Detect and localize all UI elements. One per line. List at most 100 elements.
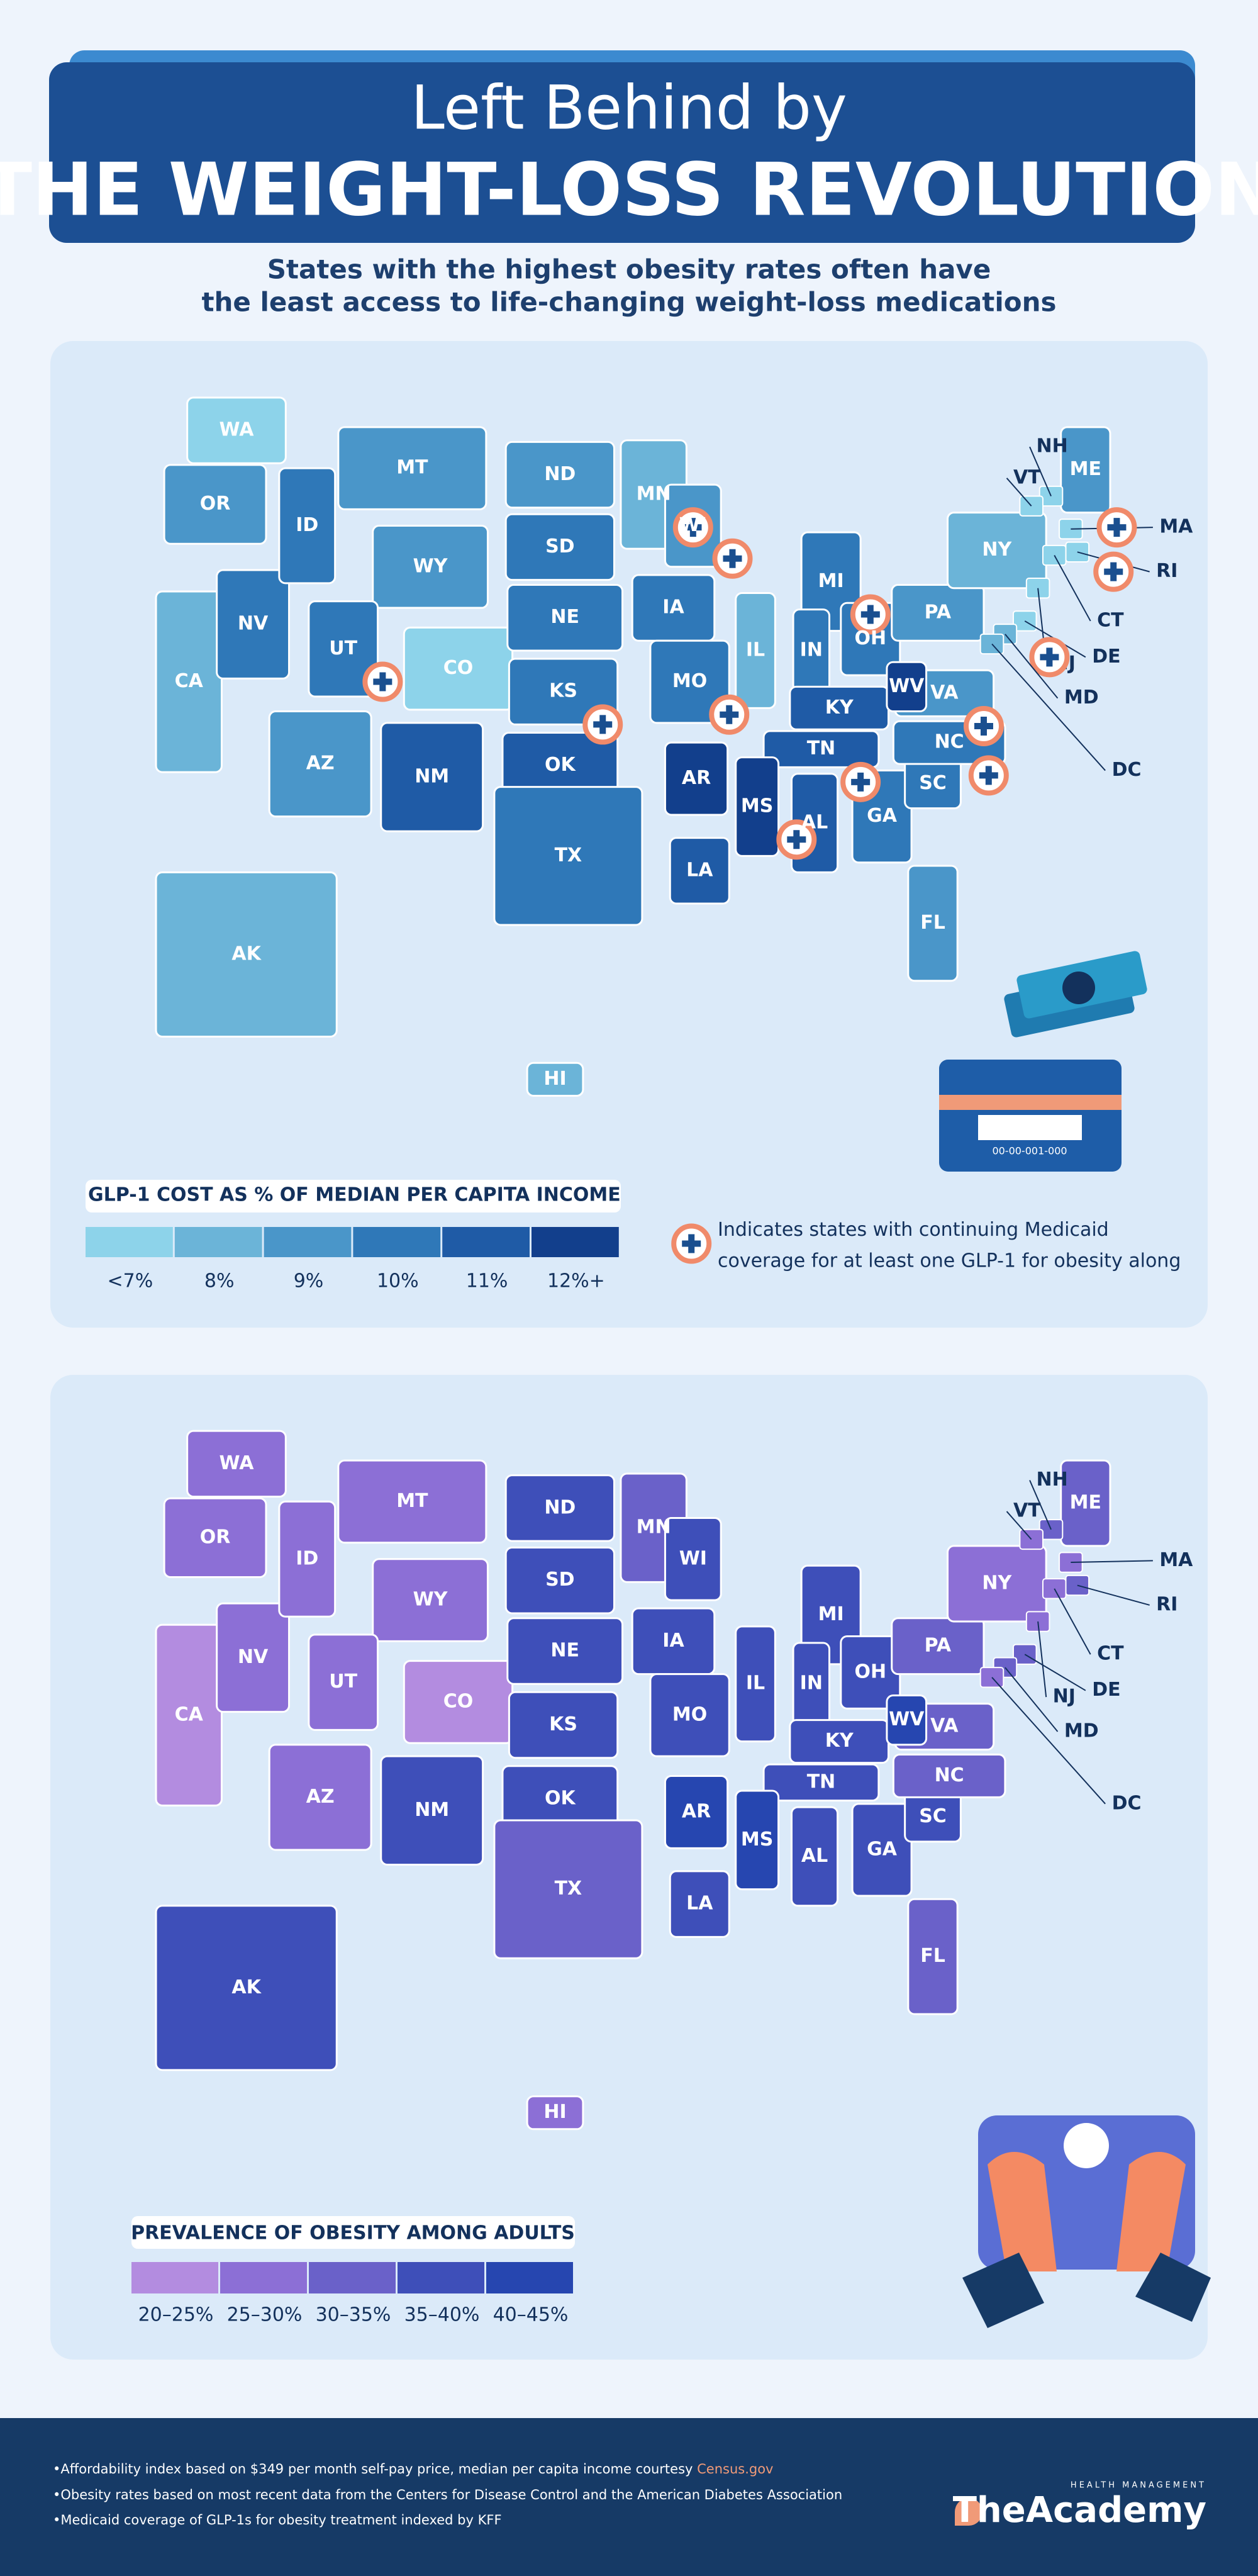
medicaid-marker xyxy=(712,538,753,579)
marker-cross xyxy=(683,518,703,537)
marker-cross xyxy=(974,717,993,736)
footnote-text: •Affordability index based on $349 per m… xyxy=(53,2461,697,2477)
state-label: RI xyxy=(1156,560,1177,582)
state xyxy=(735,1789,780,1891)
state xyxy=(762,730,880,768)
state-label: MO xyxy=(672,1703,707,1725)
leader-line xyxy=(1037,1621,1047,1698)
state xyxy=(1019,495,1044,517)
state-label: MN xyxy=(637,483,671,505)
title-line2: THE WEIGHT-LOSS REVOLUTION xyxy=(0,148,1258,233)
legend-swatch xyxy=(442,1227,530,1257)
state-label: AK xyxy=(231,1976,262,1998)
state xyxy=(735,1625,776,1743)
state-label: VT xyxy=(1013,466,1041,488)
marker-cross xyxy=(720,705,739,724)
legend-swatch xyxy=(353,1227,441,1257)
state-label: TN xyxy=(807,737,836,759)
leader-line xyxy=(1005,1667,1059,1732)
state-label: DE xyxy=(1092,646,1120,668)
state-label: WA xyxy=(219,419,254,441)
state-label: MS xyxy=(741,795,773,817)
state xyxy=(504,440,616,509)
state xyxy=(664,741,729,816)
state-label: TN xyxy=(807,1771,836,1793)
state xyxy=(735,592,776,709)
marker-cross xyxy=(373,672,392,692)
state-label: NC xyxy=(935,731,964,753)
maps: WA OR CA NV ID MT WY UT CO AZ NM ND SD NE KS OK TX MN IA MO… xyxy=(86,396,1193,2326)
state-label: UT xyxy=(329,1671,357,1693)
state xyxy=(979,1667,1005,1688)
state-label: IA xyxy=(662,596,684,619)
state-label: SD xyxy=(545,1569,575,1591)
state-label: ND xyxy=(544,1496,576,1518)
state xyxy=(669,837,730,905)
state xyxy=(762,1763,880,1802)
legend-note: Indicates states with continuing Medicai… xyxy=(718,1219,1109,1241)
state-label: LA xyxy=(686,859,713,881)
legend-label: 35–40% xyxy=(404,2304,480,2326)
scale-illustration xyxy=(962,2115,1211,2328)
leader-line xyxy=(991,643,1106,771)
state xyxy=(155,871,338,1038)
legend-label: 10% xyxy=(377,1270,419,1292)
leader-line xyxy=(1006,1511,1032,1540)
leader-line xyxy=(1005,634,1059,699)
legend-note: coverage for at least one GLP-1 for obes… xyxy=(718,1250,1181,1272)
legend-label: 20–25% xyxy=(138,2304,214,2326)
state xyxy=(216,569,291,680)
state-label: CT xyxy=(1097,609,1124,631)
state-label: WY xyxy=(413,1589,448,1611)
card-number: 00-00-001-000 xyxy=(992,1145,1067,1157)
state xyxy=(907,1898,959,2015)
state xyxy=(504,1474,616,1542)
footnote: •Affordability index based on $349 per m… xyxy=(53,2461,773,2477)
state-label: WA xyxy=(219,1452,254,1474)
state-label: FL xyxy=(920,912,945,934)
legend-label: 12%+ xyxy=(547,1270,605,1292)
footnote: •Obesity rates based on most recent data… xyxy=(53,2487,842,2502)
state xyxy=(278,467,337,585)
legend-label: 40–45% xyxy=(493,2304,569,2326)
state-label: PA xyxy=(925,601,952,623)
medicaid-marker xyxy=(582,704,623,745)
marker-cross xyxy=(1104,562,1123,581)
state xyxy=(493,1819,643,1959)
state-label: VT xyxy=(1013,1500,1041,1522)
state xyxy=(508,1691,619,1759)
state xyxy=(1060,426,1111,514)
state-label: OR xyxy=(200,1526,231,1548)
state-label: MD xyxy=(1064,1720,1099,1742)
leader-line xyxy=(1029,1480,1052,1530)
state-label: NM xyxy=(415,765,449,787)
medicaid-marker xyxy=(672,507,713,548)
coin xyxy=(1062,972,1095,1004)
state-label: AZ xyxy=(306,1786,335,1808)
state-label: WV xyxy=(889,1708,925,1730)
marker-cross xyxy=(1040,647,1059,667)
footnote-link[interactable]: Census.gov xyxy=(697,2461,773,2477)
medicaid-marker xyxy=(850,594,891,635)
state-label: NE xyxy=(550,1640,579,1662)
state-label: ND xyxy=(544,463,576,485)
medicaid-marker xyxy=(671,1223,712,1264)
state-label: MD xyxy=(1064,686,1099,708)
state-label: CO xyxy=(443,1690,474,1712)
state-label: WI xyxy=(679,1547,707,1569)
legend-swatch xyxy=(264,1227,352,1257)
brand-small: HEALTH MANAGEMENT xyxy=(1071,2481,1206,2490)
state xyxy=(372,525,489,609)
state xyxy=(504,1547,616,1615)
marker-cross xyxy=(682,1234,701,1253)
state-label: AR xyxy=(682,1800,711,1822)
state xyxy=(1012,610,1037,632)
marker-cross xyxy=(593,715,613,734)
state-label: NY xyxy=(982,1572,1012,1594)
legend-swatch xyxy=(309,2262,396,2293)
state-label: ME xyxy=(1070,458,1101,480)
state-label: IN xyxy=(800,639,823,661)
state-label: CA xyxy=(175,670,204,692)
state xyxy=(891,1617,985,1676)
state-label: DE xyxy=(1092,1679,1120,1701)
